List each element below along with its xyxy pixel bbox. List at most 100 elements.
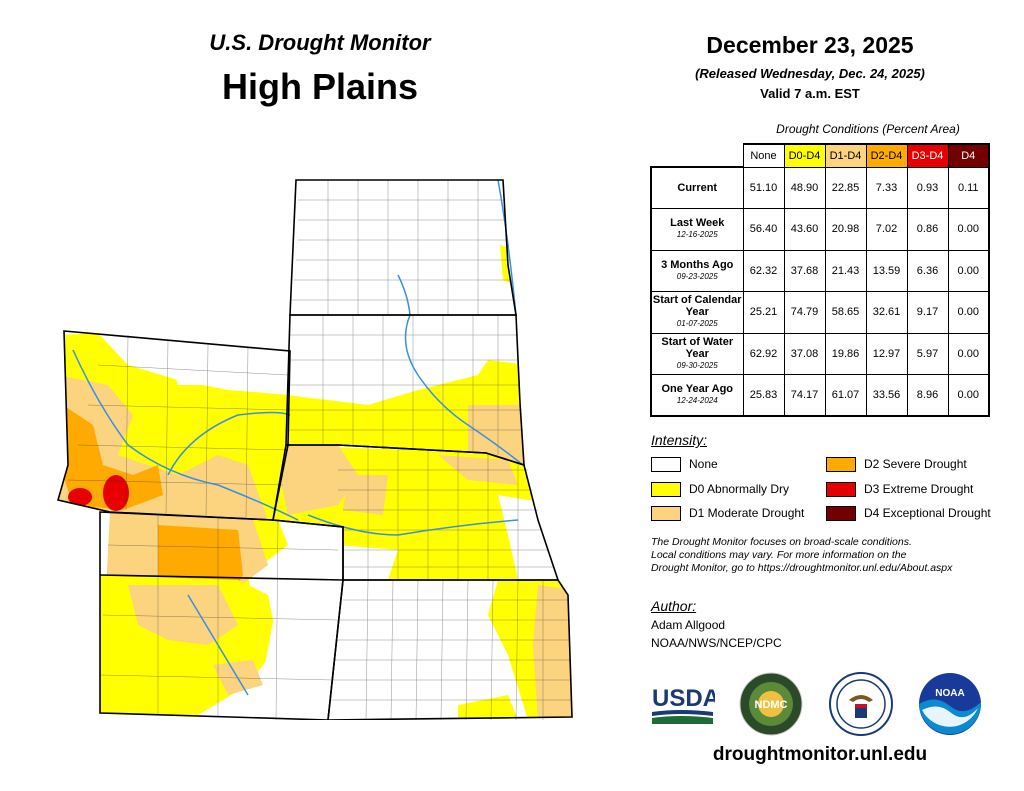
- row-date: 09-30-2025: [676, 360, 718, 370]
- region-title: High Plains: [221, 66, 419, 107]
- table-cell: 25.21: [742, 291, 785, 334]
- legend-label: D1 Moderate Drought: [689, 506, 805, 520]
- col-header-d1-d4: D1-D4: [824, 143, 867, 168]
- table-cell: 74.17: [783, 374, 826, 417]
- table-header-row: None D0-D4 D1-D4 D2-D4 D3-D4 D4: [651, 143, 990, 168]
- author-name: Adam Allgood: [651, 618, 726, 632]
- table-cell: 74.79: [783, 291, 826, 334]
- table-cell: 12.97: [865, 332, 908, 375]
- table-cell: 7.33: [865, 166, 908, 209]
- table-row: Last Week 12-16-2025 56.40 43.60 20.98 7.02 0.…: [650, 208, 990, 251]
- legend-item-d1: D1 Moderate Drought: [651, 503, 804, 523]
- legend-item-d0: D0 Abnormally Dry: [651, 479, 789, 499]
- legend-swatch: [826, 481, 856, 497]
- legend-item-d2: D2 Severe Drought: [826, 454, 967, 474]
- table-cell: 56.40: [742, 208, 785, 251]
- map-date: December 23, 2025: [706, 32, 914, 58]
- table-cell: 0.00: [947, 208, 990, 251]
- table-cell: 43.60: [783, 208, 826, 251]
- valid-time: Valid 7 a.m. EST: [760, 86, 860, 101]
- ndmc-logo: NDMC: [739, 672, 803, 736]
- row-date: 12-16-2025: [676, 230, 718, 240]
- product-title: U.S. Drought Monitor: [209, 30, 431, 55]
- disclaimer-note: The Drought Monitor focuses on broad-sca…: [651, 536, 1011, 575]
- legend-item-none: None: [651, 454, 718, 474]
- table-cell: 7.02: [865, 208, 908, 251]
- table-row: Start of Water Year 09-30-2025 62.92 37.08 1…: [650, 332, 990, 375]
- drought-stats-table: None D0-D4 D1-D4 D2-D4 D3-D4 D4 Current 5…: [650, 143, 990, 417]
- author-org: NOAA/NWS/NCEP/CPC: [651, 636, 782, 650]
- colorado-drought: [100, 575, 343, 720]
- col-header-d3-d4: D3-D4: [906, 143, 949, 168]
- table-cell: 20.98: [824, 208, 867, 251]
- row-date: 01-07-2025: [676, 319, 718, 329]
- table-cell: 19.86: [824, 332, 867, 375]
- table-cell: 51.10: [742, 166, 785, 209]
- table-cell: 0.11: [947, 166, 990, 209]
- table-cell: 33.56: [865, 374, 908, 417]
- table-row: One Year Ago 12-24-2024 25.83 74.17 61.07 33.…: [650, 374, 990, 417]
- legend-label: D2 Severe Drought: [864, 457, 967, 471]
- row-label-text: Start of Water Year: [661, 335, 734, 360]
- website-link[interactable]: droughtmonitor.unl.edu: [712, 744, 928, 765]
- noaa-logo-text: NOAA: [935, 688, 964, 699]
- usda-logo-text: USDA: [652, 685, 715, 712]
- row-date: 12-24-2024: [676, 396, 718, 405]
- legend-swatch: [826, 456, 856, 472]
- table-cell: 32.61: [865, 291, 908, 334]
- legend-label: D0 Abnormally Dry: [689, 482, 790, 496]
- usda-logo: USDA: [652, 685, 715, 724]
- legend-item-d3: D3 Extreme Drought: [826, 479, 973, 499]
- table-cell: 48.90: [783, 166, 826, 209]
- note-line: Drought Monitor, go to https://droughtmo…: [651, 562, 953, 574]
- header-blank-cell: [651, 144, 744, 168]
- table-cell: 0.00: [947, 374, 990, 417]
- legend-label: None: [689, 457, 718, 471]
- legend-label: D3 Extreme Drought: [864, 482, 974, 496]
- row-label: 3 Months Ago 09-23-2025: [650, 249, 744, 292]
- table-cell: 62.92: [742, 332, 785, 375]
- state-borders: [56, 179, 573, 720]
- north-dakota-shape: [290, 180, 516, 315]
- row-label: Last Week 12-16-2025: [650, 208, 744, 251]
- row-label-text: One Year Ago: [661, 383, 734, 395]
- table-cell: 9.17: [906, 291, 949, 334]
- commerce-seal-logo: [829, 672, 893, 736]
- table-cell: 0.86: [906, 208, 949, 251]
- table-row: Start of Calendar Year 01-07-2025 25.21 74.…: [650, 291, 990, 334]
- row-date: 09-23-2025: [676, 271, 718, 281]
- table-cell: 62.32: [742, 249, 785, 292]
- author-title: Author:: [651, 598, 697, 614]
- table-cell: 13.59: [865, 249, 908, 292]
- legend-item-d4: D4 Exceptional Drought: [826, 503, 991, 523]
- table-row: Current 51.10 48.90 22.85 7.33 0.93 0.11: [650, 166, 990, 209]
- montana-drought: [58, 333, 290, 520]
- row-label: Current: [650, 166, 744, 209]
- county-lines: [67, 180, 572, 720]
- table-cell: 0.00: [947, 249, 990, 292]
- col-header-none: None: [742, 143, 785, 168]
- noaa-logo: NOAA: [919, 673, 982, 735]
- note-line: Local conditions may vary. For more info…: [651, 549, 907, 561]
- table-cell: 0.93: [906, 166, 949, 209]
- table-cell: 21.43: [824, 249, 867, 292]
- legend-swatch: [826, 505, 856, 521]
- legend-swatch: [651, 505, 681, 521]
- table-caption: Drought Conditions (Percent Area): [776, 122, 960, 136]
- row-label: Start of Water Year 09-30-2025: [650, 332, 744, 375]
- legend-swatch: [651, 481, 681, 497]
- table-row: 3 Months Ago 09-23-2025 62.32 37.68 21.43 13.…: [650, 249, 990, 292]
- col-header-d4: D4: [947, 143, 990, 168]
- table-cell: 58.65: [824, 291, 867, 334]
- col-header-d0-d4: D0-D4: [783, 143, 826, 168]
- row-label: Start of Calendar Year 01-07-2025: [650, 291, 744, 334]
- note-line: The Drought Monitor focuses on broad-sca…: [651, 536, 912, 548]
- table-cell: 22.85: [824, 166, 867, 209]
- row-label-text: Current: [677, 182, 718, 194]
- table-cell: 25.83: [742, 374, 785, 417]
- drought-map: [56, 179, 573, 720]
- ndmc-logo-text: NDMC: [755, 699, 788, 711]
- table-cell: 6.36: [906, 249, 949, 292]
- release-date: (Released Wednesday, Dec. 24, 2025): [695, 66, 925, 81]
- table-cell: 5.97: [906, 332, 949, 375]
